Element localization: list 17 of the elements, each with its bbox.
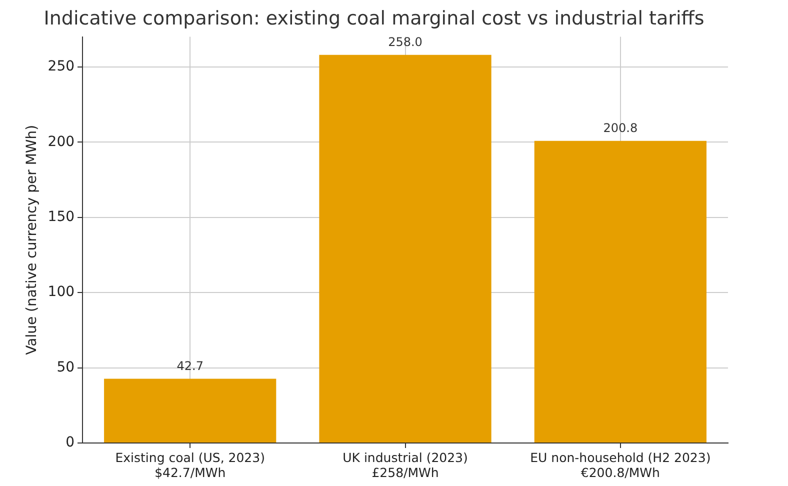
y-axis-title: Value (native currency per MWh) — [24, 124, 40, 355]
y-tick-label: 100 — [48, 284, 75, 300]
x-tick-label: EU non-household (H2 2023) €200.8/MWh — [530, 450, 711, 480]
y-tick-label: 250 — [48, 58, 75, 75]
data-label: 42.7 — [176, 358, 204, 373]
y-tick-label: 150 — [48, 208, 75, 225]
bar — [534, 140, 706, 442]
data-label: 200.8 — [603, 121, 638, 136]
x-tick-label: Existing coal (US, 2023) $42.7/MWh — [115, 450, 265, 480]
y-tick-label: 50 — [56, 359, 75, 376]
chart-title: Indicative comparison: existing coal marginal cost vs industrial tariffs — [44, 7, 704, 30]
bar — [104, 378, 276, 442]
data-label: 258.0 — [388, 34, 422, 49]
x-tick-label: UK industrial (2023) £258/MWh — [342, 450, 468, 480]
y-tick-label: 200 — [48, 134, 75, 150]
y-tick-label: 0 — [66, 434, 75, 451]
bar — [319, 54, 492, 442]
